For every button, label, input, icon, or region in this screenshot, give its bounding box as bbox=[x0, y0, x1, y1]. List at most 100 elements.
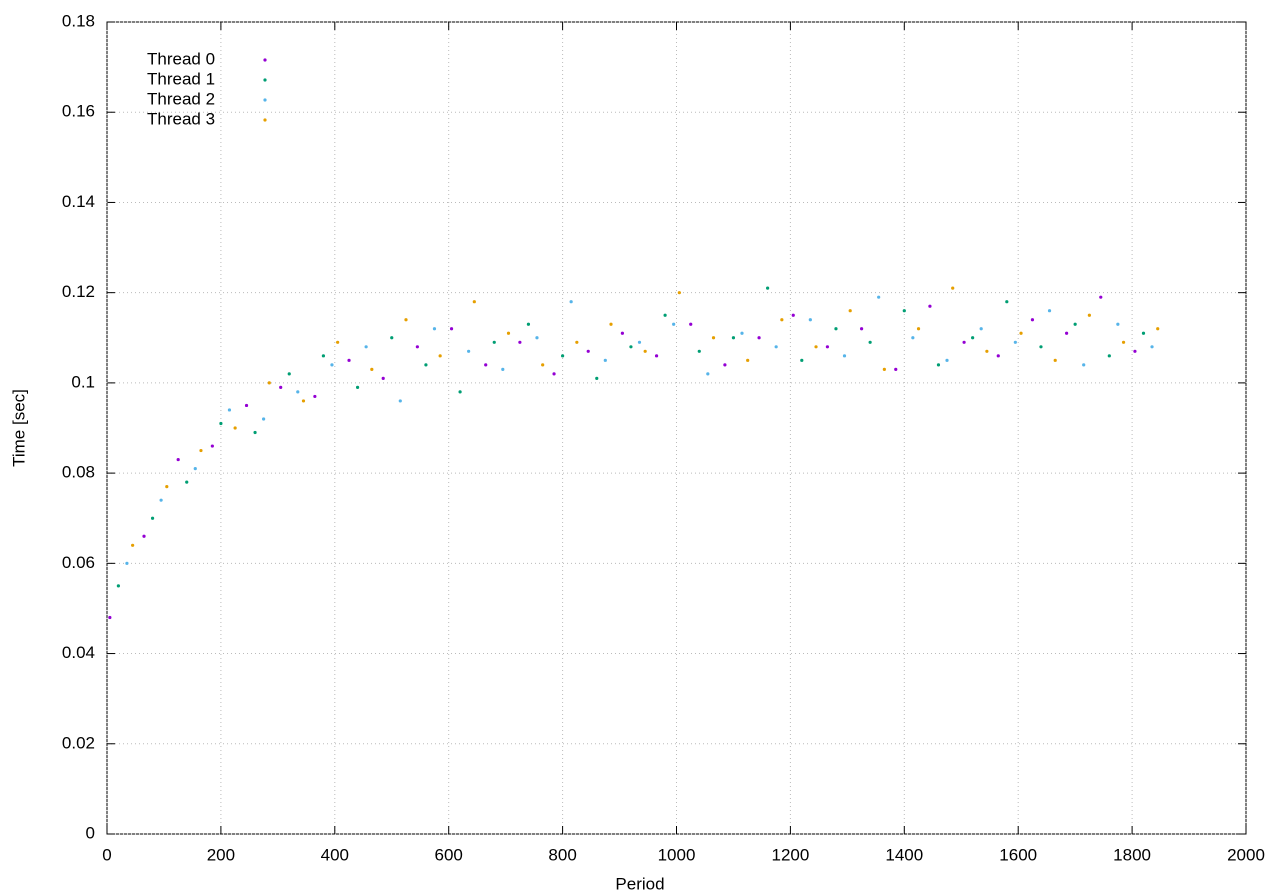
x-tick-label: 400 bbox=[321, 845, 349, 864]
point bbox=[731, 336, 736, 340]
y-tick-label: 0 bbox=[86, 823, 95, 842]
point bbox=[1005, 300, 1009, 304]
point bbox=[398, 399, 402, 403]
point bbox=[996, 354, 1000, 358]
point bbox=[740, 331, 744, 335]
point bbox=[945, 358, 949, 362]
point bbox=[916, 327, 921, 331]
point bbox=[501, 367, 505, 371]
point bbox=[518, 340, 522, 344]
point bbox=[165, 485, 169, 489]
point bbox=[569, 300, 573, 304]
point bbox=[780, 318, 784, 322]
point bbox=[1087, 313, 1091, 317]
point bbox=[142, 534, 146, 538]
y-tick-label: 0.16 bbox=[62, 102, 95, 121]
point bbox=[467, 349, 471, 353]
point bbox=[404, 318, 408, 322]
point bbox=[552, 372, 556, 376]
point bbox=[800, 358, 804, 362]
point bbox=[321, 354, 326, 358]
point bbox=[697, 349, 701, 353]
point bbox=[210, 444, 214, 448]
point bbox=[1099, 295, 1103, 299]
point bbox=[1039, 345, 1043, 349]
point bbox=[677, 291, 681, 295]
point bbox=[1121, 340, 1126, 344]
point bbox=[535, 336, 539, 340]
point bbox=[586, 349, 590, 353]
x-tick-label: 1000 bbox=[658, 845, 696, 864]
y-tick-label: 0.02 bbox=[62, 733, 95, 752]
point bbox=[595, 376, 599, 380]
point bbox=[609, 322, 613, 326]
point bbox=[561, 354, 565, 358]
point bbox=[364, 345, 368, 349]
point bbox=[267, 381, 271, 385]
x-tick-label: 800 bbox=[548, 845, 576, 864]
point bbox=[492, 340, 496, 344]
x-tick-label: 1600 bbox=[999, 845, 1037, 864]
y-tick-label: 0.14 bbox=[62, 192, 95, 211]
point bbox=[347, 358, 351, 362]
point bbox=[1133, 349, 1137, 353]
legend-label: Thread 0 bbox=[147, 49, 215, 68]
point bbox=[962, 340, 966, 344]
point bbox=[842, 354, 847, 358]
point bbox=[449, 327, 454, 331]
point bbox=[296, 390, 300, 394]
point bbox=[458, 390, 462, 394]
point bbox=[125, 561, 129, 565]
point bbox=[723, 363, 727, 367]
point bbox=[936, 363, 941, 367]
point bbox=[1107, 354, 1111, 358]
point bbox=[620, 331, 624, 335]
point bbox=[877, 295, 881, 299]
point bbox=[894, 367, 898, 371]
point bbox=[159, 498, 163, 502]
point bbox=[233, 426, 237, 430]
point bbox=[1030, 318, 1035, 322]
y-tick-label: 0.08 bbox=[62, 463, 95, 482]
point bbox=[424, 363, 428, 367]
point bbox=[355, 385, 360, 389]
y-tick-label: 0.04 bbox=[62, 643, 95, 662]
point bbox=[1053, 358, 1057, 362]
point bbox=[746, 358, 750, 362]
point bbox=[1116, 322, 1120, 326]
point bbox=[882, 367, 886, 371]
point bbox=[526, 322, 531, 326]
point bbox=[848, 309, 852, 313]
x-tick-label: 1200 bbox=[771, 845, 809, 864]
x-tick-label: 1800 bbox=[1113, 845, 1151, 864]
point bbox=[108, 615, 112, 620]
legend-label: Thread 1 bbox=[147, 69, 215, 88]
legend-label: Thread 3 bbox=[147, 109, 215, 128]
x-axis-label: Period bbox=[615, 874, 664, 893]
point bbox=[185, 480, 189, 484]
point bbox=[415, 345, 419, 349]
point bbox=[313, 394, 317, 399]
point bbox=[1047, 309, 1052, 313]
point bbox=[227, 408, 232, 412]
point bbox=[1150, 345, 1154, 349]
point bbox=[1065, 331, 1069, 335]
legend-marker bbox=[263, 118, 267, 122]
x-tick-label: 2000 bbox=[1227, 845, 1265, 864]
point bbox=[928, 304, 932, 308]
plot-border bbox=[106, 21, 1247, 835]
x-tick-label: 1400 bbox=[885, 845, 923, 864]
point bbox=[711, 336, 716, 340]
point bbox=[603, 358, 607, 362]
point bbox=[791, 313, 795, 317]
x-tick-label: 0 bbox=[102, 845, 111, 864]
point bbox=[859, 327, 864, 331]
point bbox=[193, 467, 197, 471]
point bbox=[301, 399, 306, 403]
point bbox=[131, 543, 135, 547]
point bbox=[506, 331, 511, 335]
point bbox=[330, 363, 334, 367]
point bbox=[629, 345, 633, 349]
point bbox=[766, 286, 770, 290]
point bbox=[643, 349, 647, 353]
